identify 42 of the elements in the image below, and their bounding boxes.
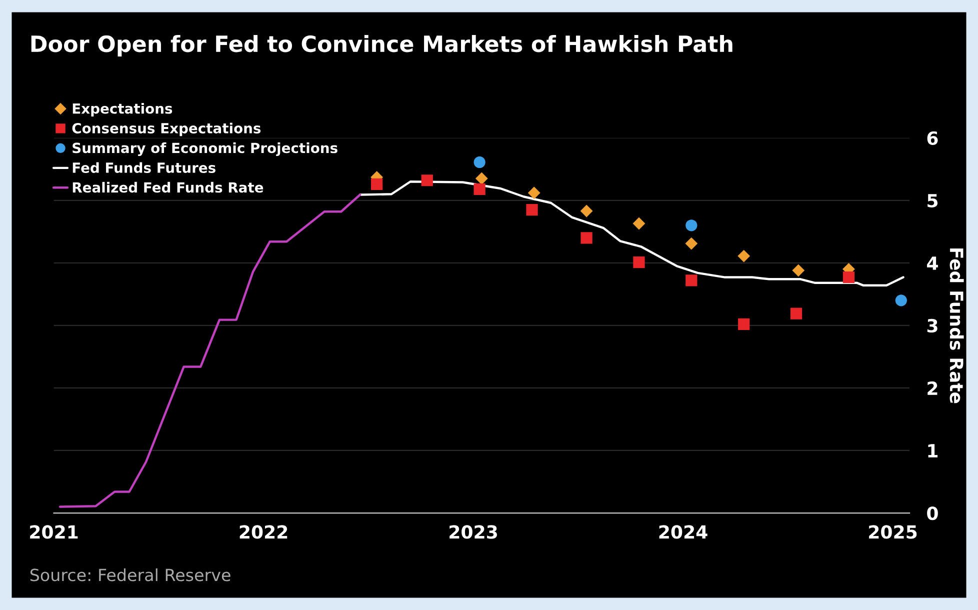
point: [580, 204, 593, 218]
legend-label: Fed Funds Futures: [72, 162, 216, 173]
source-note: Source: Federal Reserve: [30, 568, 230, 582]
point: [421, 174, 433, 186]
point: [790, 308, 802, 320]
point: [580, 232, 592, 244]
point: [686, 274, 698, 286]
point: [526, 204, 538, 216]
y-tick-label: 2: [928, 381, 938, 395]
x-tick-label: 2022: [240, 525, 288, 539]
chart-title: Door Open for Fed to Convince Markets of Hawkish Path: [31, 34, 732, 57]
y-axis-title: Fed Funds Rate: [950, 248, 964, 404]
point: [370, 178, 383, 190]
point: [738, 250, 750, 262]
point: [842, 271, 855, 284]
point: [895, 294, 907, 306]
y-tick-label: 1: [928, 444, 938, 458]
line-series: [58, 194, 362, 508]
point: [474, 183, 486, 195]
x-tick-label: 2025: [869, 525, 917, 539]
point: [474, 156, 486, 168]
legend-label: Summary of Economic Projections: [72, 142, 338, 156]
y-tick-label: 0: [927, 506, 938, 520]
x-tick-label: 2024: [659, 525, 708, 539]
point: [633, 256, 645, 268]
line-series: [358, 180, 904, 287]
x-tick-label: 2021: [30, 525, 78, 539]
legend-label: Expectations: [72, 103, 172, 116]
y-tick-label: 6: [927, 131, 938, 145]
x-tick-label: 2023: [450, 525, 497, 539]
point: [475, 172, 488, 185]
point: [686, 220, 698, 232]
legend-label: Consensus Expectations: [72, 122, 261, 136]
y-tick-label: 3: [927, 318, 938, 333]
y-tick-label: 4: [927, 256, 938, 270]
point: [528, 186, 540, 200]
point: [792, 264, 805, 277]
point: [685, 237, 698, 250]
point: [632, 217, 646, 230]
legend-label: Realized Fed Funds Rate: [72, 182, 264, 193]
y-tick-label: 5: [928, 194, 938, 208]
point: [738, 318, 750, 330]
